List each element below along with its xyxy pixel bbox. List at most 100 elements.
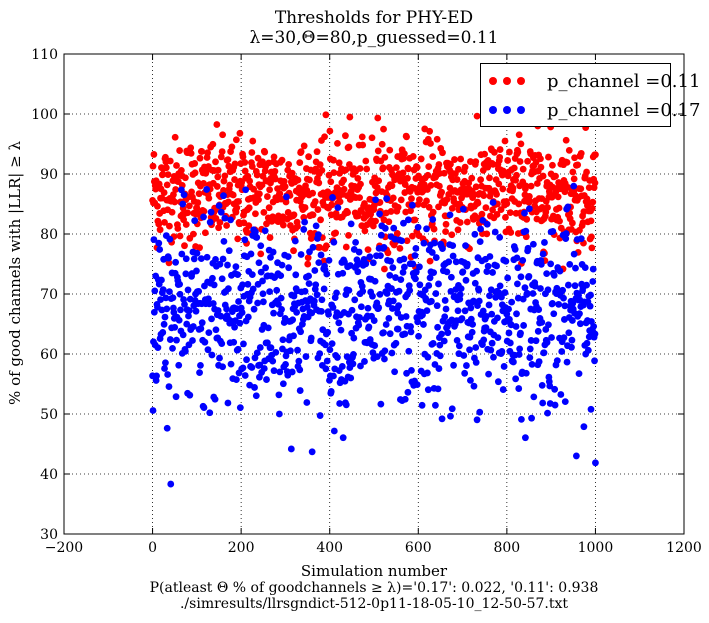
series-1-point bbox=[177, 167, 185, 174]
series-2-point bbox=[320, 285, 328, 293]
series-2-point bbox=[488, 339, 496, 347]
series-2-point bbox=[440, 337, 448, 345]
series-2-point bbox=[468, 328, 476, 336]
series-2-point bbox=[273, 286, 281, 294]
series-2-point bbox=[560, 294, 567, 302]
series-1-point bbox=[381, 265, 388, 273]
series-2-point bbox=[423, 225, 430, 233]
series-2-point bbox=[251, 384, 258, 391]
series-2-point bbox=[388, 285, 395, 292]
series-2-point bbox=[230, 338, 238, 346]
series-1-point bbox=[447, 160, 454, 168]
series-2-point bbox=[424, 353, 432, 361]
series-2-point bbox=[559, 286, 567, 294]
series-2-point bbox=[432, 254, 440, 261]
series-2-point bbox=[297, 251, 305, 258]
series-2-point bbox=[577, 235, 585, 243]
series-1-point bbox=[149, 162, 157, 170]
series-2-point bbox=[288, 368, 296, 376]
series-2-point bbox=[345, 286, 353, 294]
series-2-point bbox=[543, 339, 551, 346]
series-2-point bbox=[412, 244, 420, 252]
series-2-point bbox=[584, 346, 592, 354]
series-2-point bbox=[313, 291, 321, 299]
series-2-point bbox=[239, 364, 247, 372]
series-1-point bbox=[168, 208, 176, 216]
series-1-point bbox=[218, 148, 226, 155]
series-2-point bbox=[241, 372, 249, 379]
series-1-point bbox=[181, 242, 188, 250]
series-1-point bbox=[253, 171, 261, 179]
series-1-point bbox=[185, 202, 193, 210]
series-2-point bbox=[381, 355, 388, 363]
series-1-point bbox=[340, 185, 348, 193]
series-2-point bbox=[149, 407, 157, 414]
series-1-points bbox=[149, 111, 599, 273]
series-2-point bbox=[349, 351, 357, 358]
series-2-point bbox=[408, 201, 416, 209]
series-2-point bbox=[400, 255, 408, 263]
series-2-point bbox=[420, 321, 427, 328]
series-2-point bbox=[179, 331, 187, 339]
series-2-point bbox=[200, 213, 207, 221]
series-2-point bbox=[516, 345, 524, 353]
series-2-point bbox=[432, 290, 440, 297]
series-2-point bbox=[403, 369, 410, 377]
y-tick-label: 80 bbox=[40, 227, 58, 243]
series-1-point bbox=[170, 191, 177, 198]
series-1-point bbox=[481, 150, 488, 158]
x-tick-label: 400 bbox=[316, 540, 343, 556]
series-2-point bbox=[473, 267, 481, 275]
series-2-point bbox=[568, 336, 576, 344]
series-1-point bbox=[316, 244, 324, 251]
series-2-point bbox=[438, 330, 445, 338]
series-2-point bbox=[285, 264, 293, 272]
series-2-point bbox=[232, 376, 240, 384]
series-2-point bbox=[364, 304, 372, 312]
series-2-point bbox=[371, 342, 379, 349]
series-2-point bbox=[318, 296, 326, 304]
series-1-point bbox=[256, 190, 263, 198]
series-2-point bbox=[269, 357, 277, 365]
series-2-point bbox=[446, 211, 454, 219]
series-1-point bbox=[282, 198, 290, 206]
series-2-point bbox=[388, 349, 396, 357]
series-1-point bbox=[526, 197, 534, 205]
series-2-point bbox=[290, 292, 298, 300]
series-2-point bbox=[382, 321, 390, 328]
series-1-point bbox=[403, 237, 411, 245]
series-1-point bbox=[358, 133, 366, 141]
series-1-point bbox=[184, 209, 191, 217]
series-2-point bbox=[347, 220, 355, 228]
series-2-point bbox=[467, 376, 474, 384]
series-2-point bbox=[548, 334, 555, 341]
series-2-point bbox=[166, 288, 173, 296]
series-2-point bbox=[205, 329, 213, 337]
series-1-point bbox=[574, 161, 582, 169]
series-2-point bbox=[184, 286, 192, 294]
series-1-point bbox=[215, 224, 223, 232]
series-1-point bbox=[194, 199, 202, 207]
series-2-point bbox=[502, 257, 510, 265]
series-2-point bbox=[256, 344, 264, 351]
series-1-point bbox=[577, 185, 585, 193]
series-2-point bbox=[398, 237, 406, 245]
series-2-point bbox=[257, 268, 265, 276]
series-1-point bbox=[173, 162, 180, 169]
series-2-point bbox=[262, 264, 270, 272]
series-2-point bbox=[469, 320, 477, 328]
series-2-point bbox=[549, 300, 556, 307]
series-2-point bbox=[513, 254, 521, 262]
series-2-point bbox=[224, 285, 232, 293]
series-1-point bbox=[545, 153, 552, 161]
series-2-point bbox=[461, 307, 469, 315]
series-2-point bbox=[504, 274, 512, 282]
series-1-point bbox=[304, 254, 312, 262]
series-1-point bbox=[327, 178, 335, 186]
series-2-point bbox=[541, 239, 548, 246]
series-1-point bbox=[154, 202, 161, 210]
series-2-point bbox=[209, 274, 216, 282]
series-1-point bbox=[515, 200, 523, 208]
series-2-point bbox=[576, 310, 583, 318]
series-2-point bbox=[449, 242, 457, 250]
